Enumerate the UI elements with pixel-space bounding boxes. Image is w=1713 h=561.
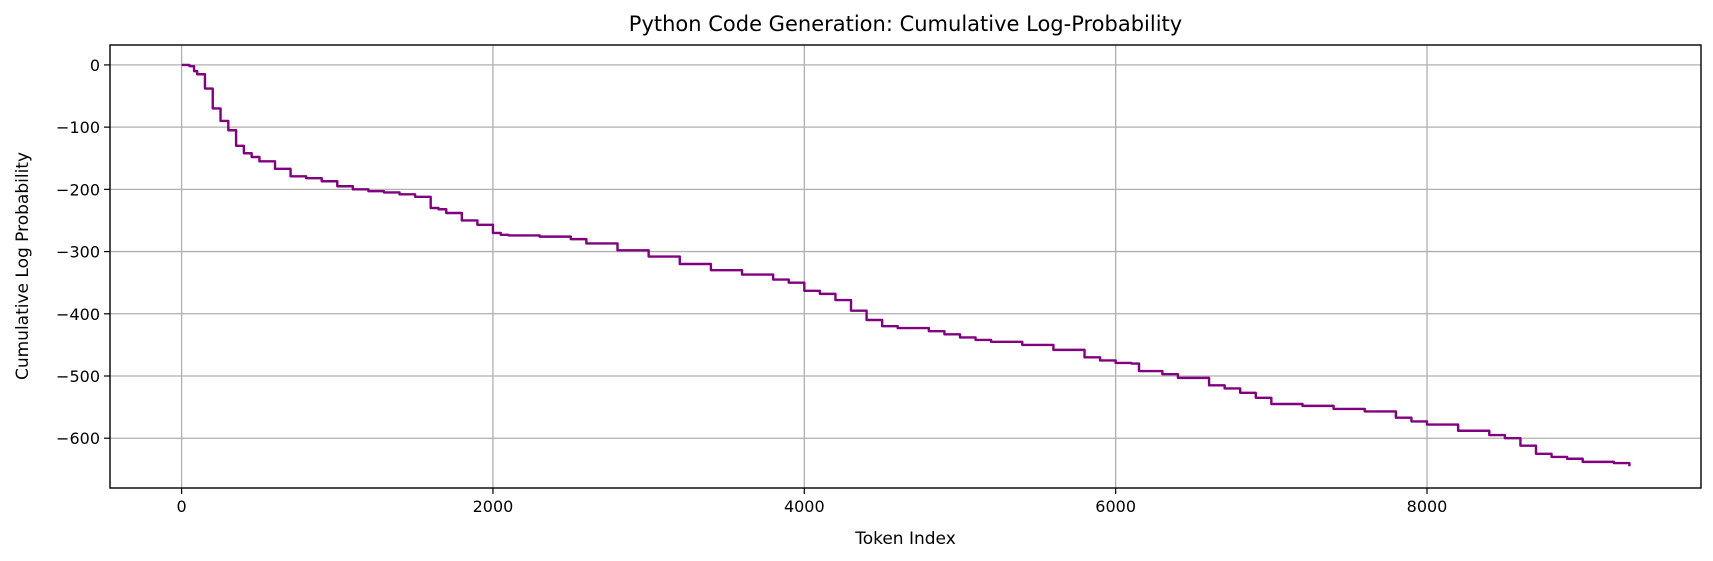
x-tick-label: 6000 — [1095, 497, 1136, 516]
grid — [110, 45, 1701, 488]
y-tick-label: −200 — [56, 180, 100, 199]
y-tick-label: −600 — [56, 429, 100, 448]
y-axis-label: Cumulative Log Probability — [13, 152, 33, 380]
chart-title: Python Code Generation: Cumulative Log-P… — [629, 12, 1182, 36]
x-tick-label: 8000 — [1407, 497, 1448, 516]
x-tick-label: 4000 — [784, 497, 825, 516]
series-line-0 — [181, 63, 1631, 467]
y-tick-label: 0 — [90, 56, 100, 75]
x-axis-label: Token Index — [854, 529, 956, 549]
x-tick-label: 0 — [177, 497, 187, 516]
y-tick-label: −400 — [56, 305, 100, 324]
x-tick-label: 2000 — [473, 497, 514, 516]
plot-frame — [109, 44, 1702, 489]
y-tick-label: −300 — [56, 243, 100, 262]
series-layer — [181, 63, 1631, 467]
y-tick-label: −100 — [56, 118, 100, 137]
ticks: 0 2000 4000 6000 8000 0 −100 −200 −300 −400 −500 −6… — [56, 56, 1447, 516]
y-tick-label: −500 — [56, 367, 100, 386]
